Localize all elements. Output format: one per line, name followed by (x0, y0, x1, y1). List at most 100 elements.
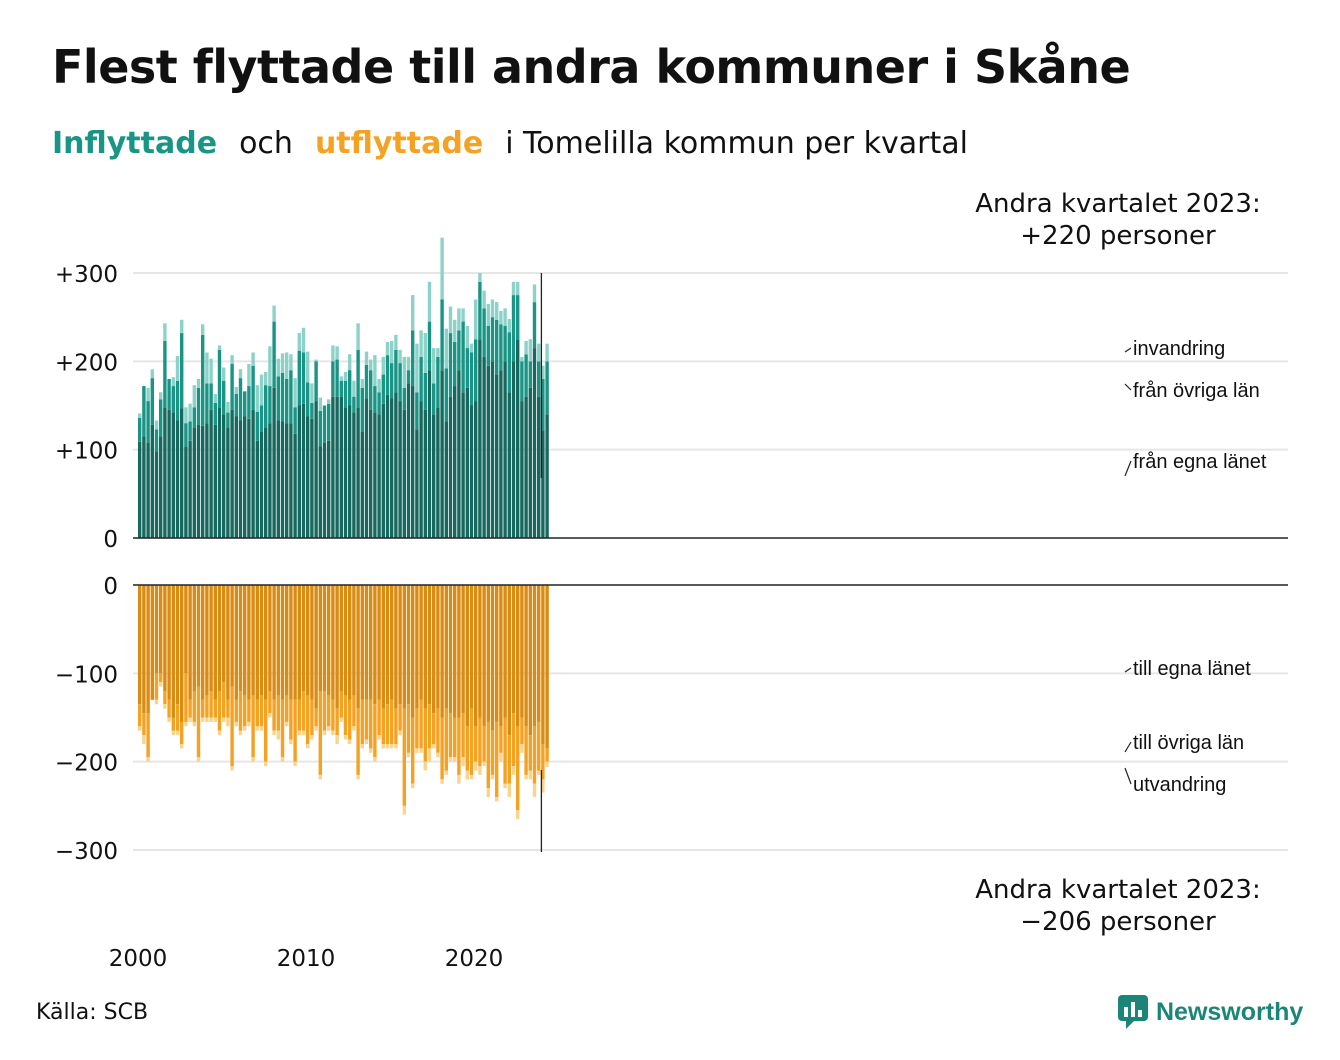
chart-subtitle: Inflyttade och utflyttade i Tomelilla kommu… (52, 126, 968, 161)
bar-in-invandring (163, 323, 167, 342)
bar-out-ovriga (192, 691, 196, 722)
bar-in-ovriga (192, 407, 196, 428)
bar-out-utvandring (499, 752, 503, 762)
bar-out-utvandring (142, 735, 146, 744)
bar-in-invandring (474, 299, 478, 340)
bar-out-utvandring (272, 730, 276, 736)
bar-out-egna (490, 585, 495, 731)
bar-in-invandring (427, 281, 432, 322)
bar-out-utvandring (247, 721, 251, 727)
bar-out-utvandring (432, 744, 436, 749)
bar-in-invandring (356, 323, 360, 350)
bar-in-ovriga (196, 387, 201, 425)
x-tick-label: 2010 (277, 946, 336, 972)
bar-in-invandring (180, 319, 184, 334)
bar-in-invandring (511, 281, 516, 296)
series-label-out: till övriga län (1133, 732, 1244, 754)
bar-out-ovriga (478, 717, 482, 767)
bar-out-utvandring (427, 748, 432, 762)
bar-in-ovriga (507, 332, 511, 393)
bar-out-egna (436, 585, 440, 709)
series-label-connector (1124, 741, 1132, 753)
bar-out-egna (301, 585, 306, 691)
bar-in-egna (196, 424, 201, 538)
bar-out-utvandring (306, 744, 310, 749)
bar-out-egna (503, 585, 507, 718)
bar-in-egna (532, 348, 537, 538)
bar-in-egna (453, 386, 457, 538)
bar-in-invandring (201, 324, 205, 335)
bar-out-utvandring (528, 770, 532, 780)
bar-out-utvandring (343, 735, 348, 740)
bar-in-ovriga (251, 365, 255, 410)
bar-in-egna (390, 398, 394, 538)
bar-in-ovriga (352, 396, 356, 413)
bar-in-invandring (394, 334, 398, 350)
bar-in-egna (285, 423, 289, 538)
bar-out-egna (524, 585, 528, 727)
bar-out-egna (138, 585, 142, 705)
bar-out-utvandring (511, 766, 516, 775)
bar-in-invandring (348, 354, 352, 371)
bar-in-egna (306, 416, 310, 538)
bar-out-utvandring (251, 757, 255, 762)
bar-out-ovriga (419, 699, 423, 749)
y-tick-label-top: +100 (55, 439, 118, 465)
bar-out-ovriga (331, 699, 335, 731)
bar-in-invandring (364, 351, 369, 365)
bar-in-egna (142, 436, 146, 538)
bar-out-utvandring (280, 757, 285, 762)
bar-out-utvandring (503, 783, 507, 789)
bar-out-ovriga (167, 699, 171, 718)
bar-in-egna (251, 409, 255, 538)
bar-out-utvandring (465, 770, 469, 780)
bar-out-ovriga (507, 735, 511, 784)
bar-out-ovriga (474, 726, 478, 762)
bar-out-utvandring (398, 730, 402, 736)
bar-out-utvandring (285, 721, 289, 727)
annotation-top-line1: Andra kvartalet 2023: (975, 189, 1260, 219)
bar-out-ovriga (222, 682, 226, 718)
bar-in-ovriga (217, 349, 222, 408)
bar-in-ovriga (280, 372, 285, 422)
bar-out-utvandring (360, 744, 364, 749)
subtitle-rest: i Tomelilla kommun per kvartal (505, 126, 968, 161)
bar-out-ovriga (339, 691, 343, 718)
bar-out-utvandring (495, 797, 499, 802)
bar-in-egna (243, 416, 247, 538)
bar-out-utvandring (373, 757, 377, 762)
bar-in-ovriga (520, 361, 524, 402)
bar-out-egna (415, 585, 419, 709)
bar-in-invandring (272, 305, 276, 322)
bar-in-ovriga (343, 380, 348, 408)
bar-in-invandring (255, 385, 259, 412)
bar-out-egna (243, 585, 247, 696)
bar-out-ovriga (385, 704, 390, 744)
bar-in-egna (432, 414, 436, 538)
bar-in-ovriga (310, 402, 314, 419)
bar-in-invandring (478, 273, 482, 282)
bar-out-egna (314, 585, 318, 709)
annotation-bottom-line1: Andra kvartalet 2023: (975, 875, 1260, 905)
bar-in-invandring (175, 356, 180, 381)
bar-in-ovriga (440, 299, 444, 371)
bar-out-egna (402, 585, 406, 709)
bar-out-utvandring (348, 739, 352, 744)
bar-in-egna (264, 427, 268, 538)
bar-out-utvandring (520, 744, 524, 753)
bar-out-egna (348, 585, 352, 700)
bar-in-egna (402, 409, 406, 538)
bar-out-egna (331, 585, 335, 700)
bar-out-utvandring (402, 805, 406, 815)
bar-out-egna (184, 585, 188, 674)
bar-in-egna (398, 401, 402, 538)
bar-out-utvandring (541, 779, 545, 793)
bar-in-ovriga (461, 321, 465, 393)
bar-in-ovriga (532, 302, 537, 349)
bar-in-egna (318, 446, 322, 538)
bar-out-ovriga (272, 699, 276, 731)
bar-in-invandring (259, 374, 264, 406)
bar-in-egna (352, 412, 356, 538)
bar-in-invandring (448, 306, 453, 334)
bar-out-egna (280, 585, 285, 700)
